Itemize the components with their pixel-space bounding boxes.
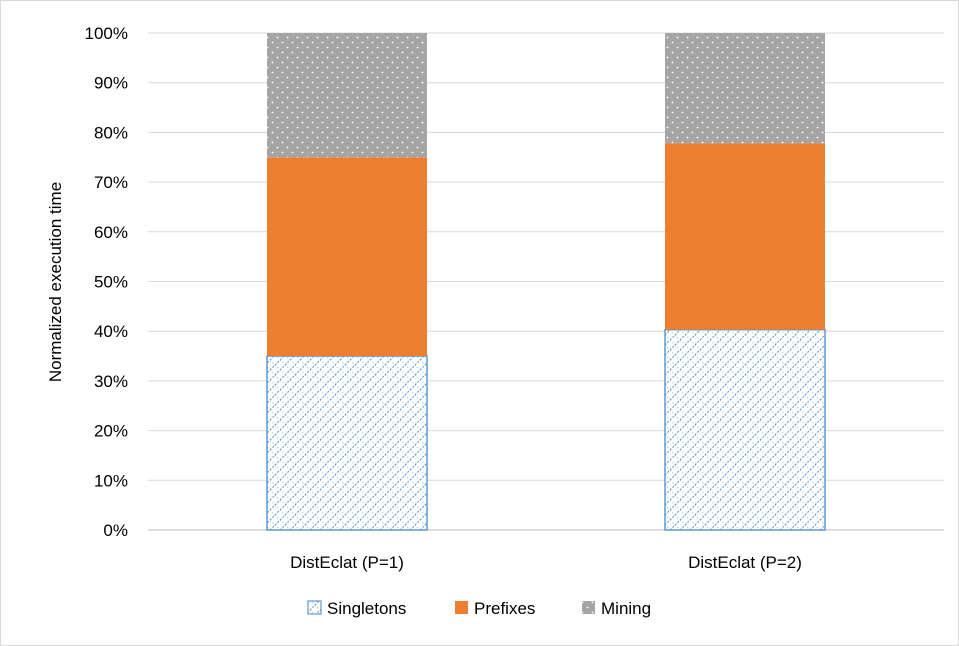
y-tick-label: 70% xyxy=(94,173,128,192)
y-tick-label: 20% xyxy=(94,422,128,441)
y-tick-label: 0% xyxy=(103,521,128,540)
y-axis-label: Normalized execution time xyxy=(46,182,65,382)
legend-label-prefixes: Prefixes xyxy=(474,599,535,618)
bars xyxy=(266,33,826,531)
y-tick-label: 90% xyxy=(94,74,128,93)
y-tick-label: 10% xyxy=(94,471,128,490)
x-tick-label: DistEclat (P=2) xyxy=(688,553,802,572)
y-tick-label: 50% xyxy=(94,273,128,292)
y-tick-label: 40% xyxy=(94,322,128,341)
bar-segment-prefixes xyxy=(267,157,427,357)
y-tick-label: 30% xyxy=(94,372,128,391)
y-tick-label: 80% xyxy=(94,123,128,142)
legend: Singletons Prefixes Mining xyxy=(307,599,651,618)
y-tick-label: 100% xyxy=(85,24,128,43)
bar-segment-singletons xyxy=(266,355,428,531)
legend-swatch-singletons xyxy=(307,600,322,615)
legend-swatch-mining xyxy=(582,601,595,614)
bar-segment-mining xyxy=(267,33,427,158)
legend-label-mining: Mining xyxy=(601,599,651,618)
bar-segment-mining xyxy=(665,33,825,144)
legend-label-singletons: Singletons xyxy=(327,599,406,618)
x-tick-label: DistEclat (P=1) xyxy=(290,553,404,572)
bar-segment-prefixes xyxy=(665,143,825,330)
y-tick-label: 60% xyxy=(94,223,128,242)
y-axis-ticks: 0% 10% 20% 30% 40% 50% 60% 70% 80% 90% 100% xyxy=(85,24,128,540)
bar-segment-singletons xyxy=(664,328,826,531)
legend-swatch-prefixes xyxy=(455,601,468,614)
x-axis-tick-labels: DistEclat (P=1) DistEclat (P=2) xyxy=(290,553,802,572)
